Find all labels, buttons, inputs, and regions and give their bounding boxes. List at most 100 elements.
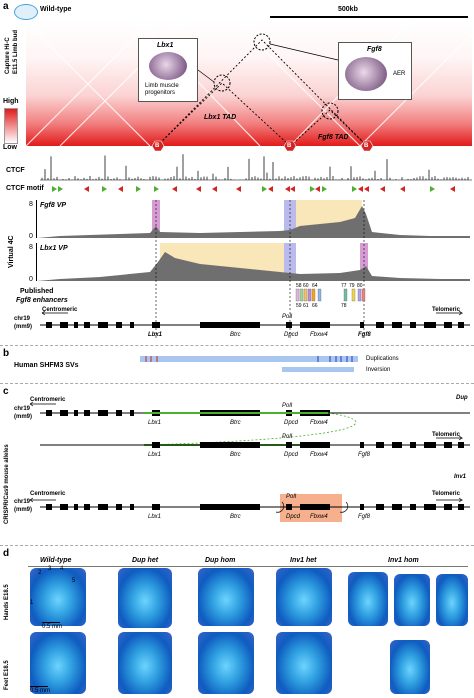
ctcf-motif-arrow [84, 186, 89, 192]
gene-polI-a: PolI [282, 314, 293, 320]
ctcf-motif-arrow [268, 186, 273, 192]
gene-btrc-a: Btrc [230, 332, 241, 338]
telomeric-c1: Telomeric [432, 432, 460, 438]
color-scale [4, 108, 18, 144]
inset-lbx1-caption: Limb muscle progenitors [145, 83, 179, 96]
gene-block [98, 504, 108, 510]
inset-lbx1-title: Lbx1 [157, 42, 174, 49]
digit-3: 3 [48, 566, 52, 572]
embryo-image [149, 52, 187, 80]
gene-block [444, 322, 452, 328]
gene-block [360, 442, 364, 448]
enhancer-label: 64 [312, 283, 318, 289]
gene-polI-c2: PolI [282, 434, 293, 440]
gene-block [152, 442, 160, 448]
enhancer-mark [317, 288, 322, 302]
enhancer-mark [299, 288, 304, 302]
embryo-icon [14, 4, 38, 20]
gene-fgf8-c2: Fgf8 [358, 452, 371, 458]
gene-block [46, 322, 52, 328]
inv-tag: Inv1 [454, 474, 467, 480]
enhancer-mark [303, 288, 308, 302]
gene-block [84, 504, 90, 510]
enhancer-label: 59 [296, 303, 302, 309]
col-inv1-hom: Inv1 hom [388, 557, 419, 564]
chr-label-c1b: (mm9) [14, 414, 33, 420]
scale-feet: 0.5 mm [30, 688, 51, 694]
gene-block [60, 322, 68, 328]
ctcf-motif-arrow [236, 186, 241, 192]
ctcf-motif-arrow [315, 186, 320, 192]
y-bot-0: 0 [29, 276, 33, 283]
gene-btrc-c2: Btrc [230, 452, 241, 458]
ctcf-motif-arrow [136, 186, 141, 192]
enhancer-mark [361, 288, 366, 302]
xray-hand-wt [30, 568, 86, 626]
gene-block [444, 504, 452, 510]
col-wt: Wild-type [40, 557, 72, 564]
embryo-image [345, 57, 387, 91]
tad-fgf8-label: Fgf8 TAD [318, 134, 349, 141]
inversion-arrow [339, 501, 349, 513]
enhancer-label: 78 [341, 303, 347, 309]
ctcf-motif-arrow [364, 186, 369, 192]
ctcf-motif-arrow [290, 186, 295, 192]
dup-label: Duplications [366, 356, 399, 362]
scale-low: Low [3, 144, 17, 151]
gene-block [410, 504, 416, 510]
gene-block [74, 504, 78, 510]
ctcf-motif-arrow [352, 186, 357, 192]
enhancer-mark [311, 288, 316, 302]
centromeric-arrow [29, 497, 56, 503]
ctcf-motif-arrow [212, 186, 217, 192]
ctcf-motif-arrow [430, 186, 435, 192]
gene-block [300, 322, 330, 328]
gene-block [424, 442, 436, 448]
xray-foot-inv1-hom [390, 640, 430, 694]
gene-dpcd-a: Dpcd [284, 332, 299, 338]
ctcf-motif-arrow [380, 186, 385, 192]
gene-block [74, 322, 78, 328]
gene-dpcd-c1: Dpcd [284, 420, 299, 426]
ctcf-label: CTCF [6, 167, 25, 174]
y-top-8: 8 [29, 201, 33, 208]
digit-5: 5 [72, 578, 76, 584]
xray-hand-dup-het [118, 568, 172, 628]
gene-fbxw4-a: Fbxw4 [310, 332, 328, 338]
inset-fgf8: Fgf8 AER [338, 42, 412, 100]
gene-block [116, 410, 122, 416]
ctcf-motif-arrow [310, 186, 315, 192]
gene-polI-c1: PolI [282, 403, 293, 409]
gene-lbx1-a: Lbx1 [148, 332, 163, 338]
xray-hand-dup-hom [198, 568, 254, 626]
ctcf-motif-arrow [196, 186, 201, 192]
gene-block [200, 322, 260, 328]
centromeric-a: Centromeric [42, 307, 78, 313]
gene-block [424, 322, 436, 328]
chr-label-c1: chr19 [14, 406, 31, 412]
enhancer-label: 58 [296, 283, 302, 289]
gene-block [286, 504, 292, 510]
enhancers-label-2: Fgf8 enhancers [16, 297, 68, 304]
ctcf-motif-arrow [102, 186, 107, 192]
xray-foot-dup-hom [198, 632, 254, 694]
ctcf-motif-arrow [450, 186, 455, 192]
gene-block [130, 504, 134, 510]
xray-foot-dup-het [118, 632, 172, 694]
xray-foot-wt [30, 632, 86, 694]
gene-block [74, 410, 78, 416]
scale-hands: 0.5 mm [42, 624, 63, 630]
xray-hand-inv1-hom-2 [394, 574, 430, 626]
gene-block [392, 442, 402, 448]
ctcf-motif-arrow [358, 186, 363, 192]
v4c-axis-bottom [36, 243, 37, 281]
gene-block [376, 504, 384, 510]
gene-fbxw4-c2: Fbxw4 [310, 452, 328, 458]
gene-block [458, 322, 464, 328]
inset-fgf8-caption: AER [393, 71, 406, 77]
gene-block [392, 322, 402, 328]
v4c-axis-top [36, 200, 37, 238]
enhancer-label: 77 [341, 283, 347, 289]
